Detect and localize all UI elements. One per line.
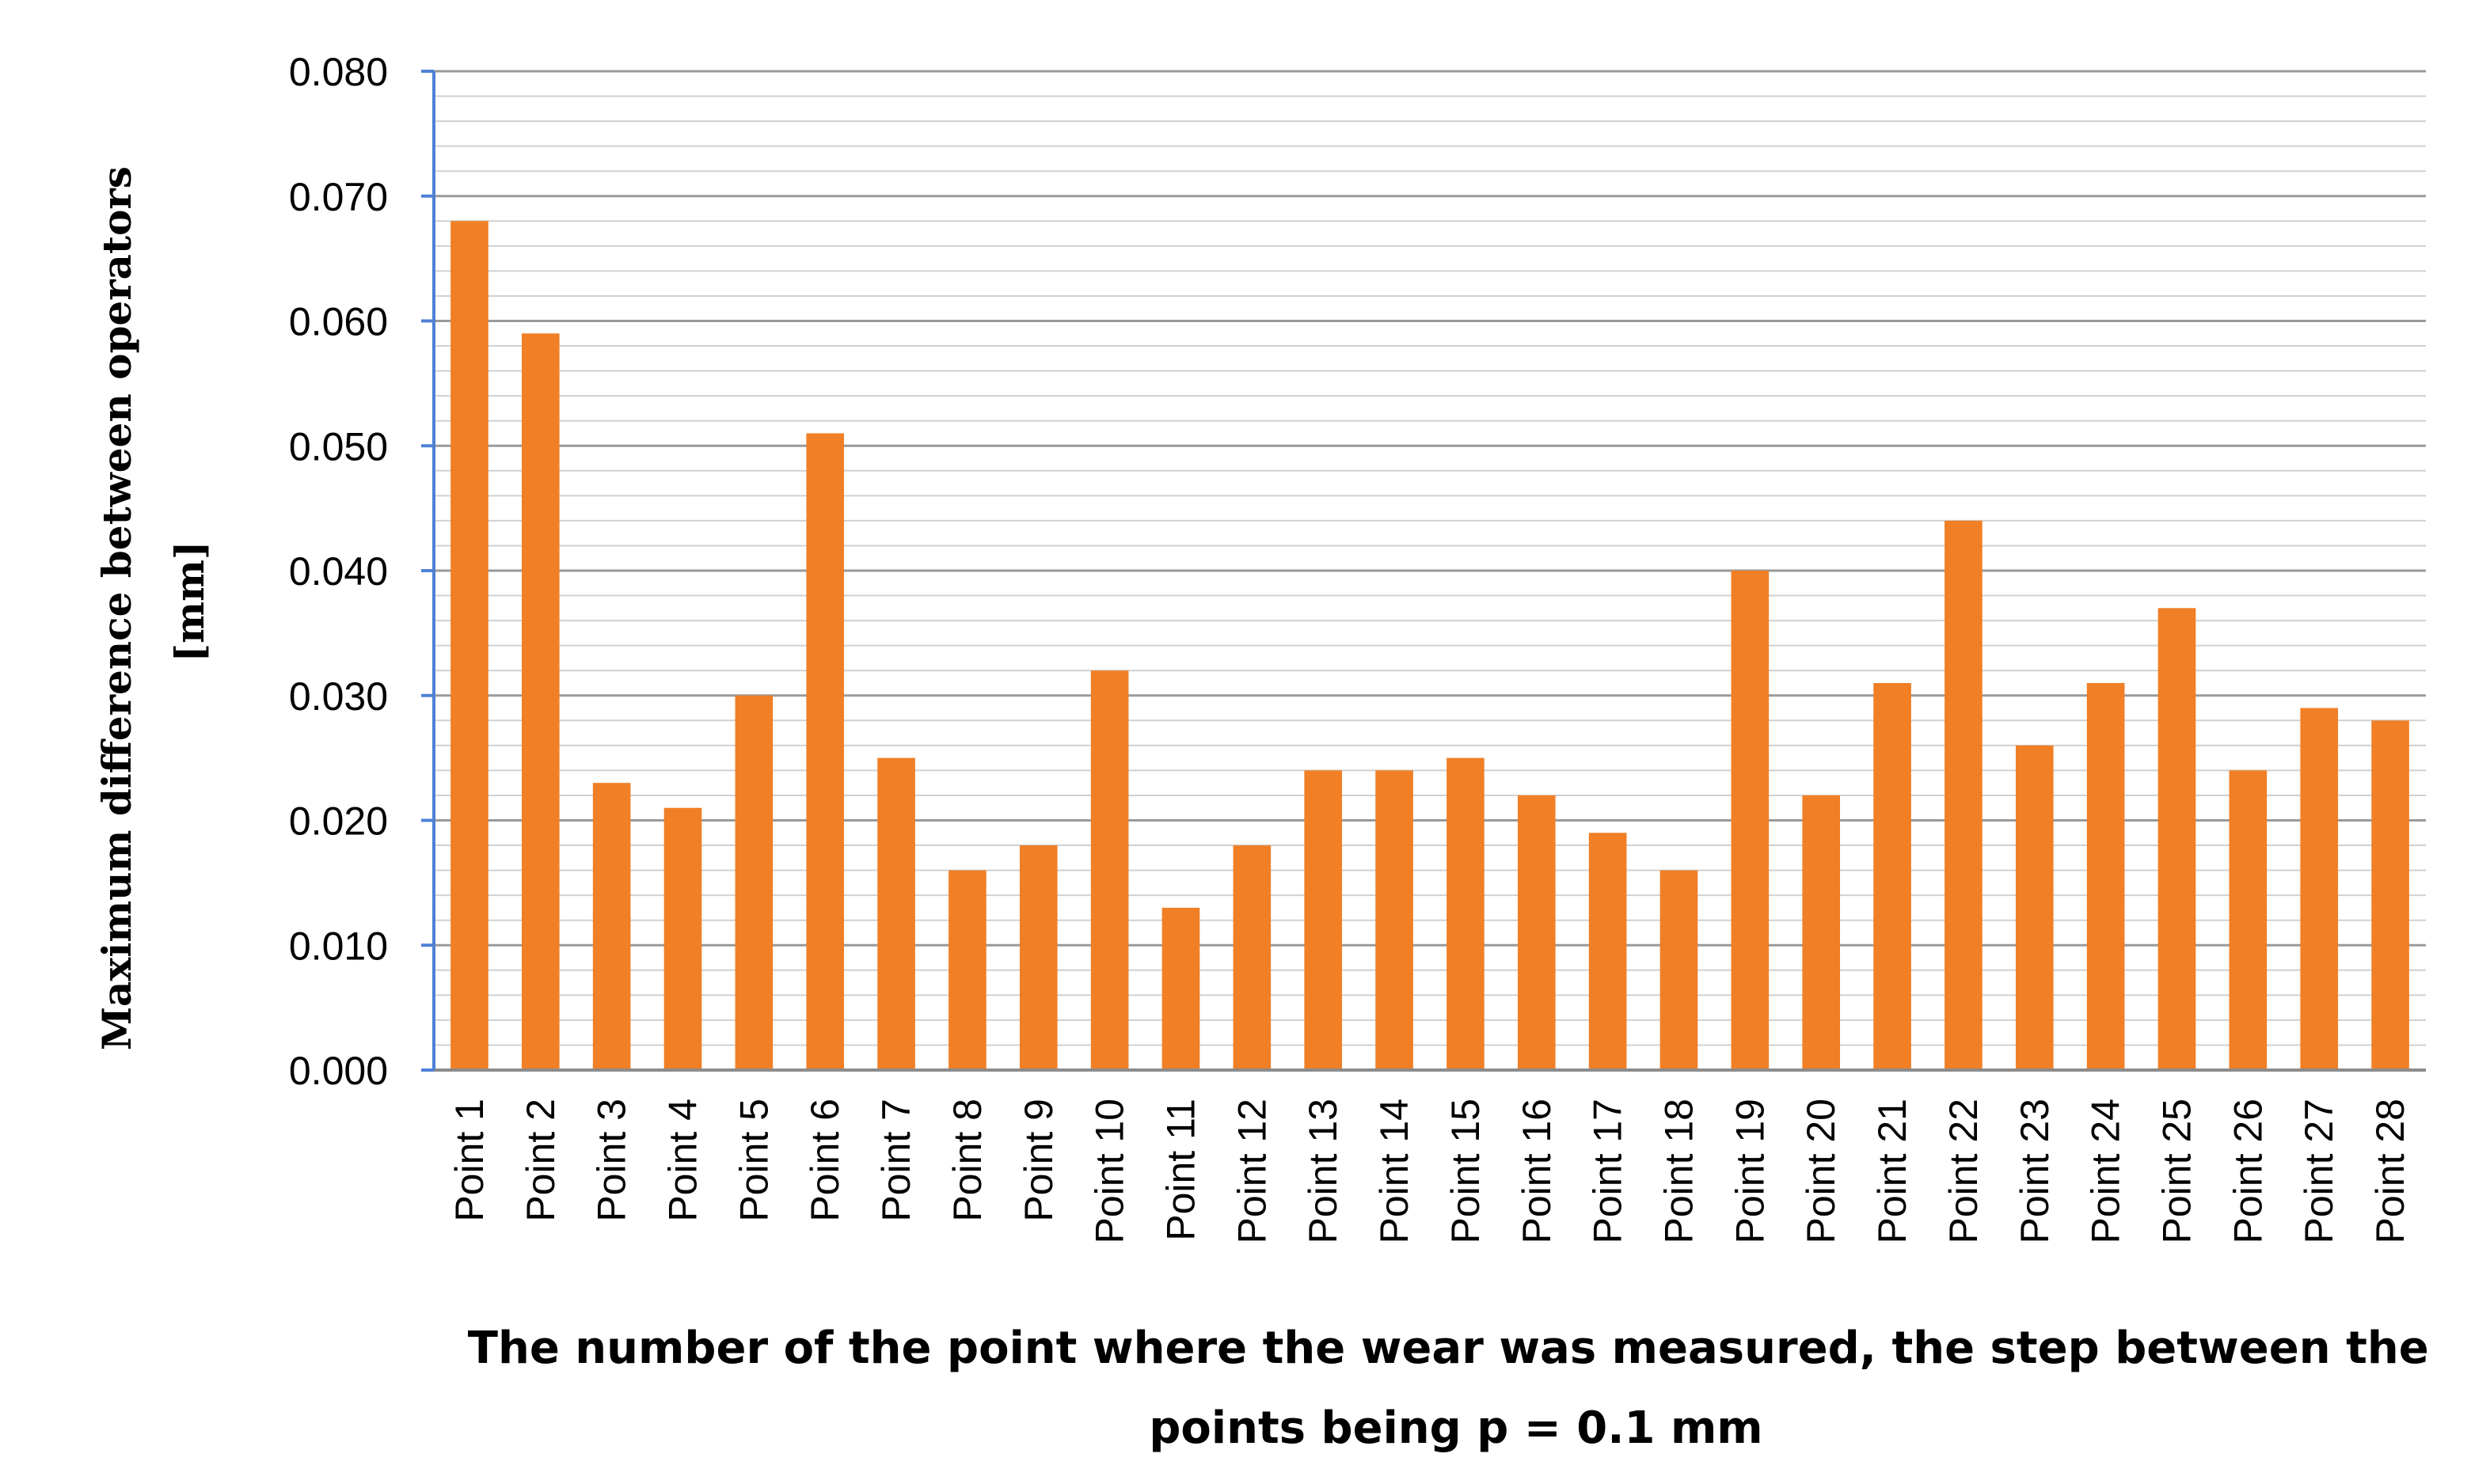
x-tick-label: Point 12 (1230, 1099, 1274, 1243)
bar-point-27 (2300, 708, 2339, 1070)
bar-point-16 (1517, 795, 1556, 1070)
x-tick-label: Point 20 (1799, 1099, 1843, 1243)
bar-point-4 (663, 807, 702, 1070)
x-tick-label: Point 19 (1728, 1099, 1772, 1243)
bar-point-22 (1944, 520, 1982, 1070)
bar-point-25 (2157, 608, 2196, 1070)
bar-point-18 (1659, 870, 1698, 1070)
y-tick-label: 0.010 (289, 924, 388, 968)
bar-point-11 (1161, 907, 1200, 1070)
bar-point-23 (2015, 745, 2054, 1070)
x-tick-label: Point 15 (1443, 1099, 1488, 1243)
bar-point-8 (948, 870, 986, 1070)
x-tick-label: Point 27 (2297, 1099, 2341, 1243)
y-tick-label: 0.000 (289, 1049, 388, 1093)
bars (450, 221, 2409, 1070)
y-tick-label: 0.040 (289, 549, 388, 594)
bar-point-17 (1588, 833, 1627, 1070)
x-tick-label: Point 22 (1941, 1099, 1986, 1243)
x-tick-label: Point 9 (1017, 1099, 1061, 1222)
bar-point-28 (2371, 720, 2409, 1070)
y-axis-label: Maximum difference between operators [mm… (93, 153, 213, 1051)
x-axis-label-line-2: points being p = 0.1 mm (1149, 1402, 1762, 1454)
x-tick-label: Point 26 (2226, 1099, 2270, 1243)
bar-point-2 (521, 333, 560, 1070)
x-tick-label: Point 28 (2368, 1099, 2412, 1243)
bar-point-21 (1873, 682, 1911, 1070)
bar-point-12 (1233, 845, 1272, 1070)
y-tick-label: 0.070 (289, 175, 388, 219)
x-tick-label: Point 3 (590, 1099, 634, 1222)
y-tick-label: 0.080 (289, 50, 388, 94)
x-tick-label: Point 7 (874, 1099, 918, 1222)
bar-point-24 (2086, 682, 2125, 1070)
bar-point-5 (735, 695, 774, 1070)
x-tick-label: Point 25 (2155, 1099, 2199, 1243)
x-axis-label: The number of the point where the wear w… (468, 1323, 2444, 1454)
bar-point-1 (450, 221, 488, 1070)
x-tick-label: Point 6 (803, 1099, 847, 1222)
x-axis-label-line-1: The number of the point where the wear w… (468, 1323, 2429, 1374)
x-tick-label: Point 23 (2013, 1099, 2057, 1243)
x-tick-label: Point 16 (1515, 1099, 1559, 1243)
bar-point-6 (806, 433, 845, 1070)
y-tick-label: 0.020 (289, 799, 388, 844)
x-tick-label: Point 14 (1372, 1099, 1416, 1243)
bar-point-13 (1304, 770, 1343, 1070)
x-tick-label: Point 13 (1301, 1099, 1345, 1243)
x-tick-label: Point 2 (519, 1099, 563, 1222)
y-tick-label: 0.030 (289, 674, 388, 719)
bar-point-26 (2229, 770, 2268, 1070)
x-tick-label: Point 10 (1088, 1099, 1132, 1243)
bar-point-7 (877, 757, 915, 1070)
y-tick-label: 0.060 (289, 300, 388, 344)
bar-point-10 (1090, 670, 1129, 1070)
bar-point-3 (592, 783, 631, 1070)
y-tick-label: 0.050 (289, 424, 388, 469)
x-tick-labels: Point 1 Point 2 Point 3 Point 4 Point 5 Point… (447, 1099, 2412, 1243)
x-tick-label: Point 21 (1870, 1099, 1914, 1243)
x-tick-label: Point 18 (1657, 1099, 1701, 1243)
bar-point-19 (1731, 571, 1770, 1070)
x-tick-label: Point 8 (945, 1099, 990, 1222)
bar-point-20 (1802, 795, 1841, 1070)
bar-point-9 (1019, 845, 1058, 1070)
axes (421, 70, 2426, 1072)
x-tick-label: Point 1 (447, 1099, 492, 1222)
y-axis-label-line-1: Maximum difference between operators (93, 166, 140, 1050)
x-tick-label: Point 24 (2084, 1099, 2128, 1243)
bar-point-15 (1446, 757, 1484, 1070)
y-tick-labels: 0.000 0.010 0.020 0.030 0.040 0.050 0.060 0.070… (289, 50, 388, 1093)
x-tick-label: Point 5 (732, 1099, 776, 1222)
y-axis-label-line-2: [mm] (166, 541, 213, 662)
x-tick-label: Point 11 (1159, 1099, 1203, 1241)
grid-lines (434, 70, 2426, 1046)
x-tick-label: Point 4 (661, 1099, 705, 1222)
bar-point-14 (1375, 770, 1413, 1070)
x-tick-label: Point 17 (1586, 1099, 1630, 1243)
